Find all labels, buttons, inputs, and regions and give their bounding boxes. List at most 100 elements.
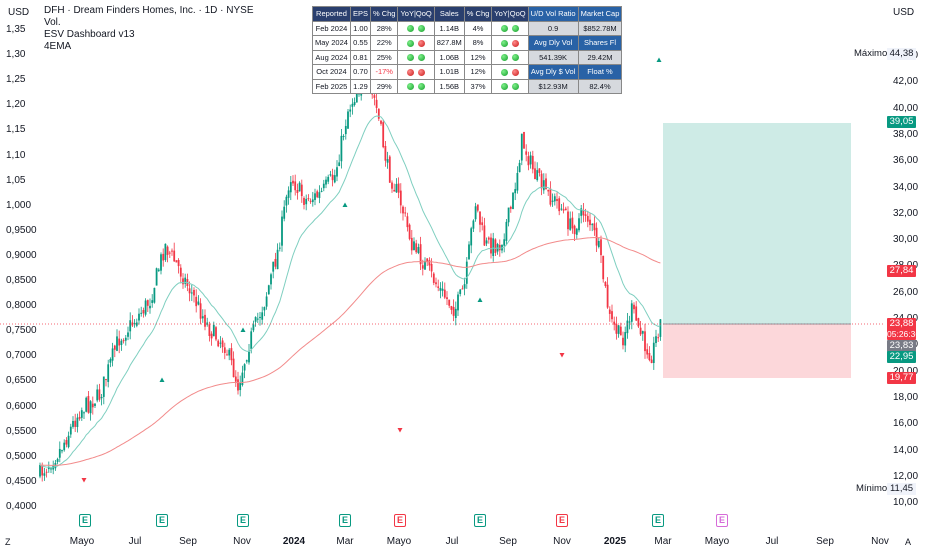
candle-body: [237, 379, 239, 391]
price-chart[interactable]: [0, 0, 932, 530]
candle-body: [107, 364, 110, 382]
earnings-marker[interactable]: E: [79, 514, 91, 527]
profit-zone[interactable]: [663, 123, 851, 324]
candle-body: [298, 182, 301, 192]
red-dot-icon: [407, 68, 415, 76]
candle-body: [45, 471, 48, 473]
candle-body: [109, 359, 112, 363]
candle-body: [307, 198, 310, 200]
earnings-marker[interactable]: E: [556, 514, 568, 527]
sales-chg-cell: 4%: [463, 20, 493, 36]
candle-body: [129, 320, 132, 332]
dashboard-indicator-label[interactable]: ESV Dashboard v13: [44, 29, 135, 40]
candle-body: [287, 190, 290, 198]
candle-body: [564, 208, 567, 211]
candle-body: [212, 324, 215, 337]
left-axis-tick: 0,9500: [6, 224, 37, 236]
earnings-marker[interactable]: E: [156, 514, 168, 527]
max-label: Máximo: [852, 48, 890, 59]
col-header-eps-chg: % Chg: [369, 6, 399, 22]
candle-body: [600, 239, 602, 256]
col-header-market-cap: Market Cap: [577, 6, 623, 22]
auto-scale-button[interactable]: A: [905, 537, 912, 547]
time-scale[interactable]: Z Mayo Jul Sep Nov 2024 Mar Mayo Jul Sep Nov 2025 M…: [0, 530, 932, 550]
buy-signal-icon: [342, 202, 348, 207]
candle-body: [637, 318, 640, 327]
candle-body: [327, 176, 330, 182]
candle-body: [626, 320, 629, 334]
candle-body: [151, 300, 154, 303]
left-price-scale[interactable]: USD 1,35 1,30 1,25 1,20 1,15 1,10 1,05 1,000 0,9…: [0, 0, 38, 530]
time-axis-label: Jul: [128, 536, 142, 547]
loss-zone[interactable]: [663, 324, 851, 378]
earnings-marker[interactable]: E: [474, 514, 486, 527]
eps-dots: [397, 20, 435, 36]
time-axis-left-corner[interactable]: Z: [5, 537, 11, 547]
candle-body: [193, 289, 195, 296]
candle-body: [228, 349, 231, 356]
min-label: Mínimo: [854, 483, 890, 494]
candle-body: [628, 321, 631, 323]
candle-body: [613, 321, 616, 325]
candle-body: [382, 122, 385, 148]
candle-body: [569, 218, 572, 230]
right-axis-tick: 38,00: [893, 128, 919, 140]
candle-body: [573, 225, 576, 235]
candle-body: [507, 207, 510, 223]
candle-body: [505, 221, 508, 241]
candle-body: [184, 277, 187, 284]
candle-body: [179, 267, 182, 277]
candle-body: [124, 337, 127, 341]
candle-body: [133, 323, 136, 325]
candle-body: [593, 223, 596, 231]
candle-body: [56, 458, 59, 462]
col-header-eps: EPS: [349, 6, 371, 22]
candle-body: [602, 255, 605, 280]
candle-body: [63, 442, 66, 451]
ema-indicator-label[interactable]: 4EMA: [44, 41, 72, 52]
candle-body: [217, 340, 220, 347]
right-axis-tick: 20,00: [893, 366, 918, 377]
earnings-marker[interactable]: E: [652, 514, 664, 527]
candle-body: [646, 349, 649, 355]
candle-body: [173, 250, 176, 262]
candle-body: [162, 253, 165, 261]
left-axis-tick: 1,25: [6, 74, 26, 86]
candle-body: [417, 247, 420, 254]
candle-body: [285, 196, 288, 206]
candle-body: [41, 465, 44, 476]
candle-body: [395, 184, 398, 193]
left-axis-tick: 0,7500: [6, 325, 37, 337]
candle-body: [219, 342, 222, 344]
candle-body: [78, 416, 81, 419]
candle-body: [239, 382, 242, 391]
green-dot-icon: [407, 25, 415, 33]
candle-body: [201, 316, 204, 319]
earnings-marker[interactable]: E: [339, 514, 351, 527]
candle-body: [142, 309, 145, 314]
candle-body: [52, 465, 55, 470]
eps-chg-cell: 29%: [369, 78, 399, 94]
sales-cell: 827.8M: [433, 35, 465, 51]
candle-body: [94, 403, 96, 406]
symbol-title[interactable]: DFH · Dream Finders Homes, Inc. · 1D · N…: [44, 5, 254, 16]
candle-body: [69, 426, 72, 435]
candle-body: [424, 260, 426, 270]
volume-indicator-label[interactable]: Vol.: [44, 17, 61, 28]
earnings-marker[interactable]: E: [237, 514, 249, 527]
dashboard-row: Feb 2024 1.00 28% 1.14B 4% 0.9 $852.78M: [312, 20, 623, 36]
col-header-eps-yoy: YoY|QoQ: [397, 6, 435, 22]
right-axis-tick: 16,00: [893, 418, 919, 430]
candle-body: [459, 289, 462, 294]
eps-dots: [397, 49, 435, 65]
candle-body: [87, 396, 90, 413]
candle-body: [604, 281, 607, 287]
green-dot-icon: [500, 83, 508, 91]
earnings-marker[interactable]: E: [716, 514, 728, 527]
bar-countdown-tag: 05:26:36: [887, 328, 921, 340]
earnings-marker[interactable]: E: [394, 514, 406, 527]
candle-body: [208, 324, 211, 336]
eps-dots: [397, 64, 435, 80]
sell-signal-icon: [397, 428, 403, 433]
candle-body: [608, 309, 611, 314]
